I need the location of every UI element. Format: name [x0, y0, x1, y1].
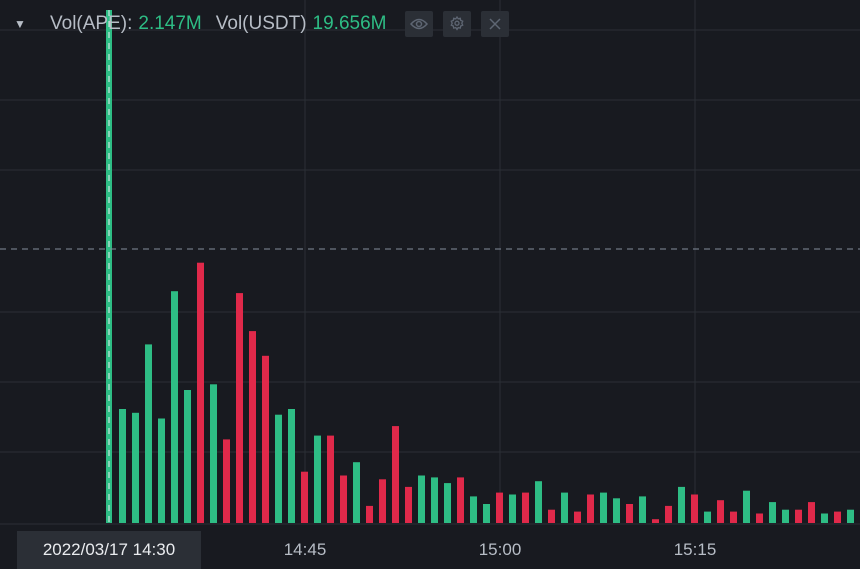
volume-bar [626, 504, 633, 523]
volume-bar [730, 511, 737, 523]
volume-bar [704, 511, 711, 523]
volume-bar [197, 262, 204, 523]
volume-bar [548, 509, 555, 523]
volume-bar [795, 509, 802, 523]
volume-bar [314, 435, 321, 523]
volume-legend: ▼ Vol(APE): 2.147M Vol(USDT) 19.656M [10, 10, 509, 38]
volume-bar [444, 483, 451, 523]
volume-bar [145, 344, 152, 523]
chart-grid [0, 0, 860, 525]
volume-bar [665, 505, 672, 523]
volume-bar [210, 384, 217, 523]
x-tick-label: 15:15 [673, 540, 717, 559]
volume-bar [262, 355, 269, 523]
volume-bar [366, 505, 373, 523]
volume-bar [496, 492, 503, 523]
eye-icon[interactable] [404, 11, 433, 37]
x-tick-label: 14:45 [283, 540, 327, 559]
volume-bar [158, 418, 165, 523]
volume-bar [470, 496, 477, 523]
volume-bar [236, 293, 243, 523]
volume-bar [808, 502, 815, 523]
volume-bar [132, 412, 139, 523]
volume-bar [691, 494, 698, 523]
volume-bar [587, 494, 594, 523]
volume-bar [717, 500, 724, 523]
volume-bar [574, 511, 581, 523]
volume-bar [431, 477, 438, 523]
close-icon[interactable] [480, 11, 509, 37]
volume-bar [275, 414, 282, 523]
volume-bar [613, 498, 620, 523]
volume-bar [249, 331, 256, 523]
vol-quote-value: 19.656M [312, 13, 387, 34]
volume-bar [509, 494, 516, 523]
volume-bar [743, 490, 750, 523]
volume-bar [223, 439, 230, 523]
volume-bar [184, 390, 191, 523]
volume-bars [106, 10, 854, 523]
volume-bar [678, 486, 685, 523]
volume-bar [327, 435, 334, 523]
x-tick-label: 15:00 [478, 540, 522, 559]
volume-bar [483, 504, 490, 523]
caret-down-icon[interactable]: ▼ [14, 17, 26, 31]
vol-base-value: 2.147M [138, 13, 202, 34]
volume-bar [405, 486, 412, 523]
volume-bar [756, 513, 763, 523]
volume-bar [119, 409, 126, 523]
volume-bar [288, 409, 295, 523]
volume-bar [600, 492, 607, 523]
volume-bar [301, 471, 308, 523]
volume-bar [769, 502, 776, 523]
volume-bar [418, 475, 425, 523]
volume-bar [834, 511, 841, 523]
vol-base-label: Vol(APE): [50, 13, 133, 34]
volume-bar [847, 509, 854, 523]
volume-bar [639, 496, 646, 523]
volume-bar [522, 492, 529, 523]
volume-bar [821, 513, 828, 523]
volume-bar [535, 481, 542, 523]
gear-icon[interactable] [442, 11, 471, 37]
volume-bar [379, 479, 386, 523]
crosshair-time-label: 2022/03/17 14:30 [17, 531, 201, 569]
volume-bar [782, 509, 789, 523]
volume-bar [457, 477, 464, 523]
vol-quote-label: Vol(USDT) [215, 13, 307, 34]
volume-bar [652, 519, 659, 523]
volume-bar [340, 475, 347, 523]
volume-bar [561, 492, 568, 523]
volume-bar [171, 291, 178, 523]
volume-bar [353, 462, 360, 523]
volume-bar [392, 426, 399, 523]
